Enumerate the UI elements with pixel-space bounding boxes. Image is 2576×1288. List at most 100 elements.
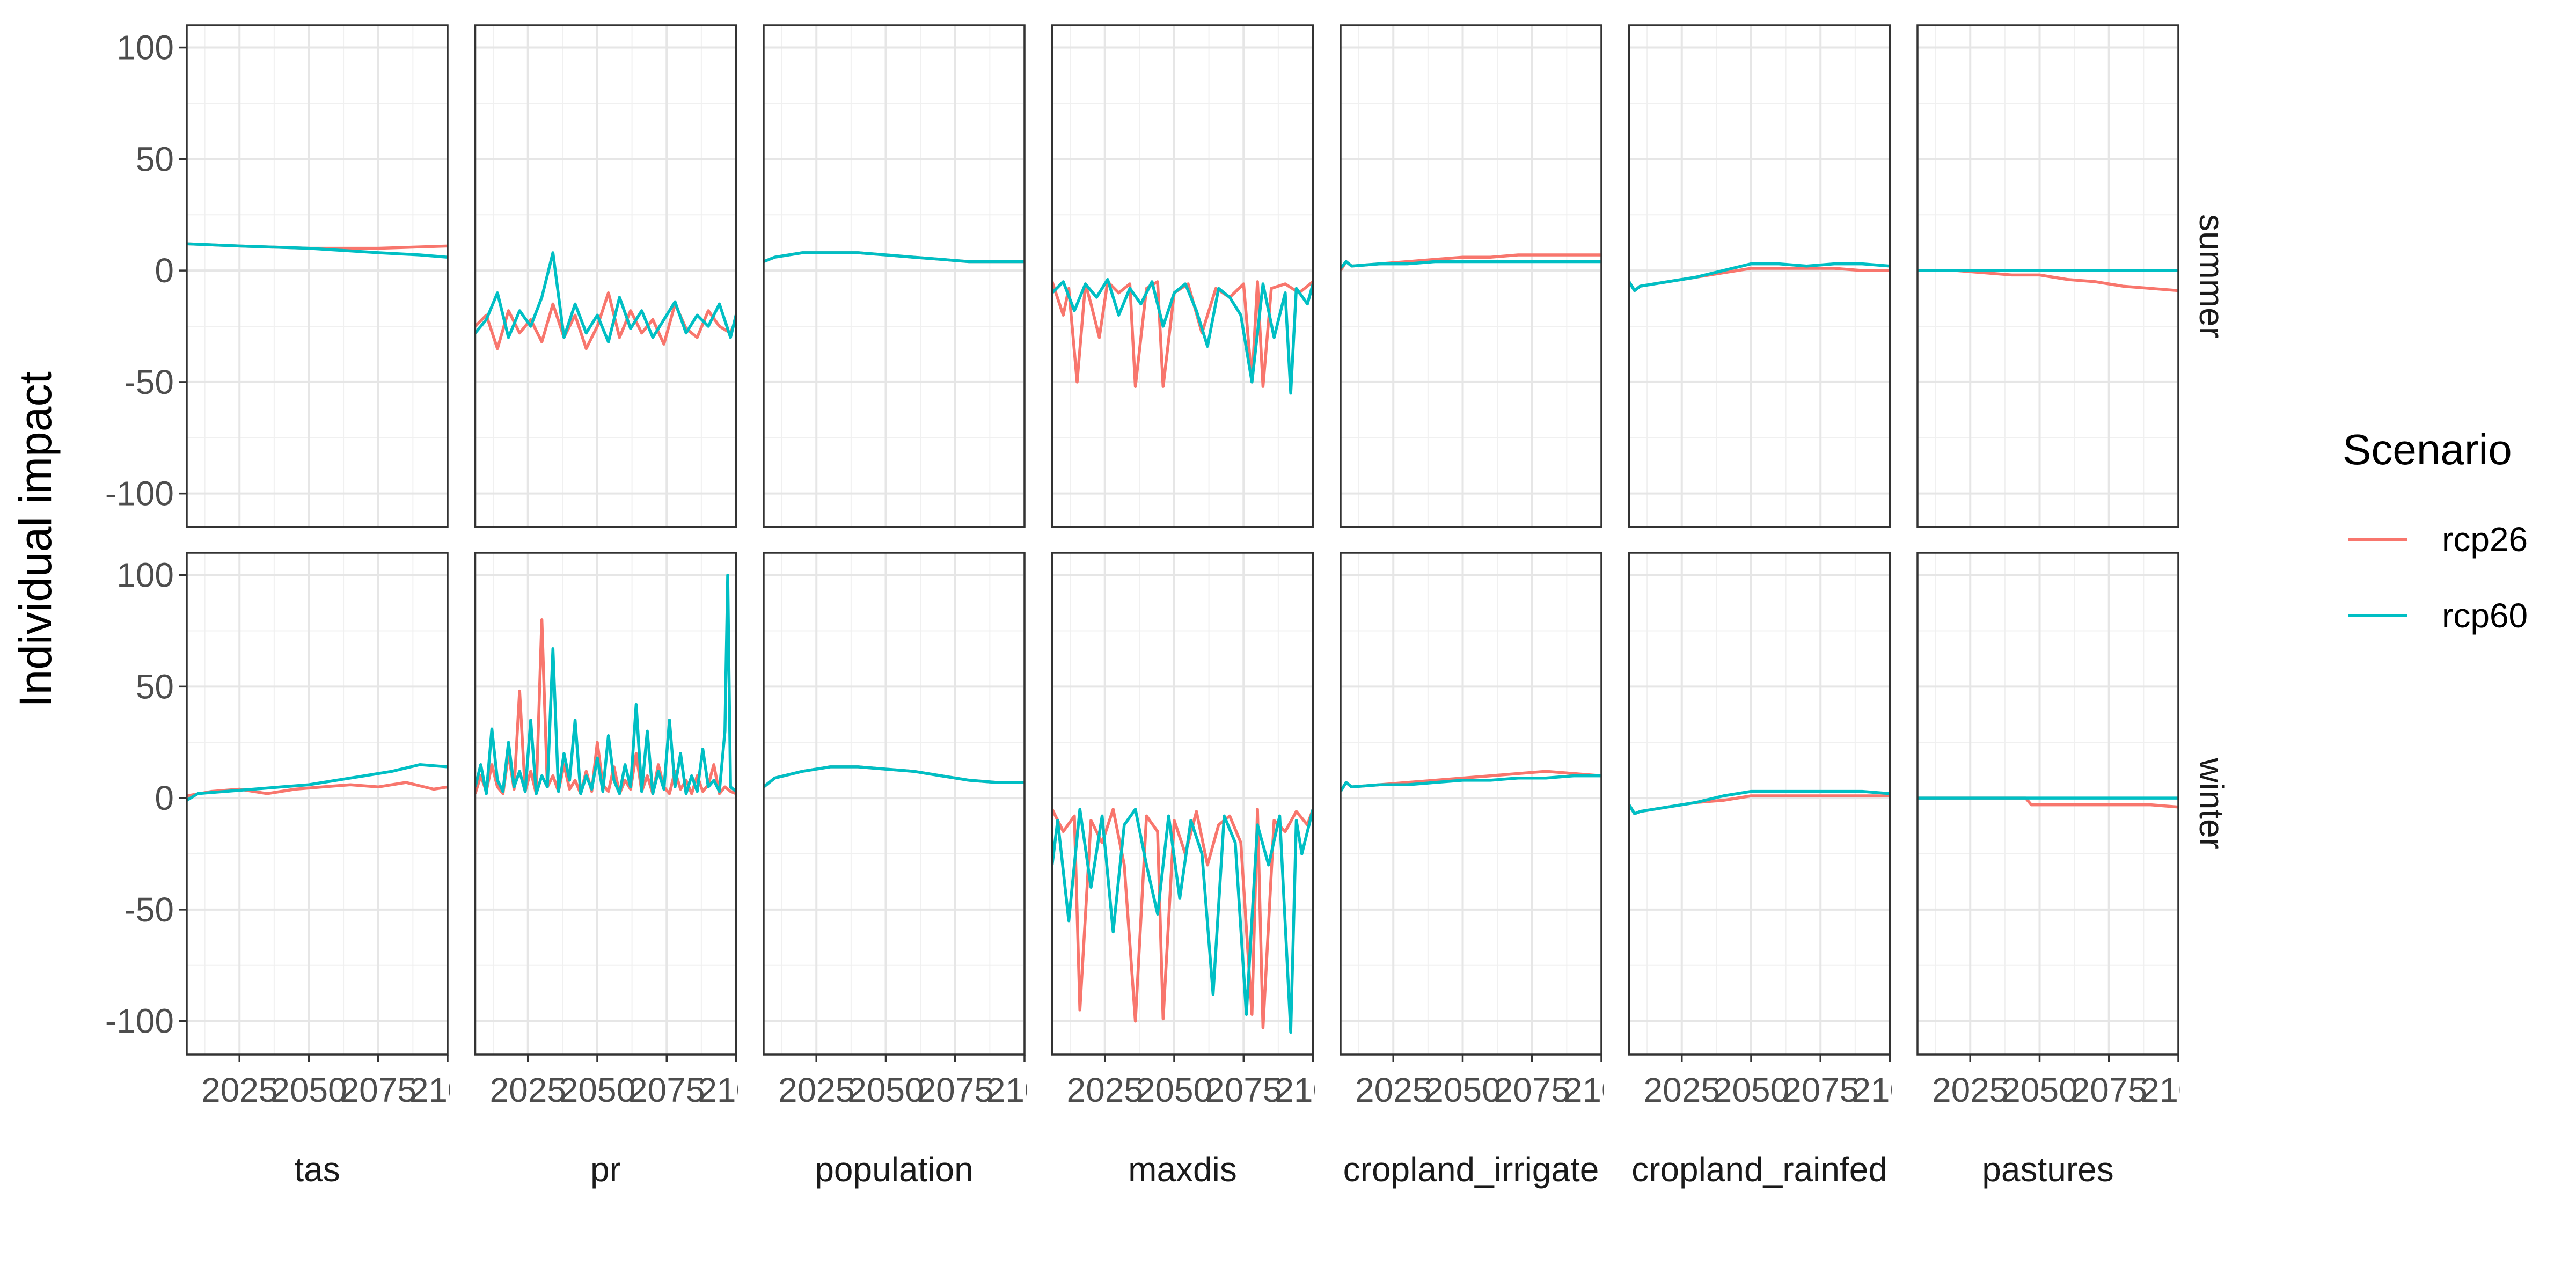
column-strip-label-population: population [815,1150,973,1189]
y-tick-label: 50 [136,140,174,178]
series-line-rcp60 [475,573,736,795]
series-line-rcp60 [764,765,1024,788]
panel-summer-population [763,24,1026,528]
y-tick-label: 100 [116,556,174,595]
panels-layer [186,24,2179,1056]
panel-border [763,552,1026,1056]
y-tick-label: -100 [105,474,174,513]
panel-summer-cropland_irrigated [1340,24,1602,528]
panel-winter-cropland_irrigated [1340,552,1602,1056]
y-tick-label: 50 [136,667,174,706]
y-tick-label: 0 [155,251,174,290]
x-tick-label: 2100 [1851,1071,1928,1109]
panel-background [187,25,448,527]
panel-winter-pastures [1916,552,2179,1056]
x-tick-label: 2075 [628,1071,705,1109]
panel-background [475,25,736,527]
x-tick-label: 2025 [778,1071,854,1109]
series-line-rcp60 [187,763,448,802]
panel-border [1628,552,1891,1056]
panel-border [1340,24,1602,528]
x-tick-label: 2050 [847,1071,924,1109]
legend-label-rcp60: rcp60 [2442,596,2528,635]
panel-background [1341,553,1601,1055]
column-strip-label-pr: pr [590,1150,621,1189]
row-strip-label-winter: winter [2192,757,2231,850]
axes-layer: -100 -50 0 50 100 summer -100 -50 0 50 100 winter 20… [105,28,2231,1189]
x-tick-label: 2075 [340,1071,416,1109]
row-strip-label-summer: summer [2192,214,2231,338]
series-line-rcp60 [1052,277,1313,395]
x-tick-label: 2050 [270,1071,347,1109]
series-line-rcp60 [764,251,1024,264]
panel-border [763,24,1026,528]
x-tick-label: 2050 [2001,1071,2077,1109]
panel-summer-pr [474,24,737,528]
series-line-rcp26 [1052,280,1313,388]
series-line-rcp26 [475,618,736,795]
panel-border [186,552,449,1056]
panel-background [1629,553,1890,1055]
y-tick-label: -50 [125,363,174,401]
series-line-rcp60 [1341,774,1601,793]
panel-border [1051,24,1314,528]
panel-background [764,25,1024,527]
x-tick-label: 2100 [986,1071,1063,1109]
panel-summer-maxdis [1051,24,1314,528]
panel-summer-pastures [1916,24,2179,528]
column-strip-label-cropland_irrigated: cropland_irrigate [1343,1150,1599,1189]
x-tick-label: 2025 [201,1071,277,1109]
panel-winter-pr [474,552,737,1056]
column-strip-label-cropland_rainfed: cropland_rainfed [1631,1150,1887,1189]
series-line-rcp60 [1629,262,1890,292]
x-tick-label: 2050 [1424,1071,1501,1109]
x-tick-label: 2050 [559,1071,635,1109]
panel-border [186,24,449,528]
x-tick-label: 2100 [1563,1071,1640,1109]
panel-winter-cropland_rainfed [1628,552,1891,1056]
panel-background [764,553,1024,1055]
x-tick-label: 2100 [698,1071,774,1109]
series-line-rcp60 [1052,808,1313,1034]
legend: Scenario rcp26 rcp60 [2343,426,2528,635]
x-tick-label: 2075 [1205,1071,1282,1109]
panel-background [1629,25,1890,527]
x-tick-label: 2100 [409,1071,486,1109]
panel-background [1052,553,1313,1055]
x-tick-label: 2075 [917,1071,993,1109]
legend-entries: rcp26 rcp60 [2348,520,2528,635]
y-tick-label: -50 [125,890,174,929]
panel-winter-population [763,552,1026,1056]
x-tick-label: 2075 [2071,1071,2147,1109]
x-tick-label: 2075 [1782,1071,1858,1109]
panel-border [1916,552,2179,1056]
panel-winter-tas [186,552,449,1056]
y-axis-title: Individual impact [10,371,61,707]
x-tick-label: 2100 [1275,1071,1351,1109]
column-strip-label-tas: tas [294,1150,340,1189]
y-tick-label: 0 [155,779,174,817]
x-tick-label: 2025 [1932,1071,2008,1109]
legend-title: Scenario [2343,426,2512,473]
panel-border [474,24,737,528]
panel-border [474,552,737,1056]
panel-border [1051,552,1314,1056]
panel-summer-tas [186,24,449,528]
x-tick-label: 2025 [1644,1071,1720,1109]
column-strip-label-maxdis: maxdis [1128,1150,1237,1189]
x-tick-label: 2050 [1713,1071,1789,1109]
panel-border [1340,552,1602,1056]
x-tick-label: 2025 [1067,1071,1143,1109]
series-line-rcp60 [1341,260,1601,269]
series-line-rcp26 [475,291,736,350]
x-tick-label: 2050 [1136,1071,1212,1109]
series-line-rcp60 [187,242,448,259]
